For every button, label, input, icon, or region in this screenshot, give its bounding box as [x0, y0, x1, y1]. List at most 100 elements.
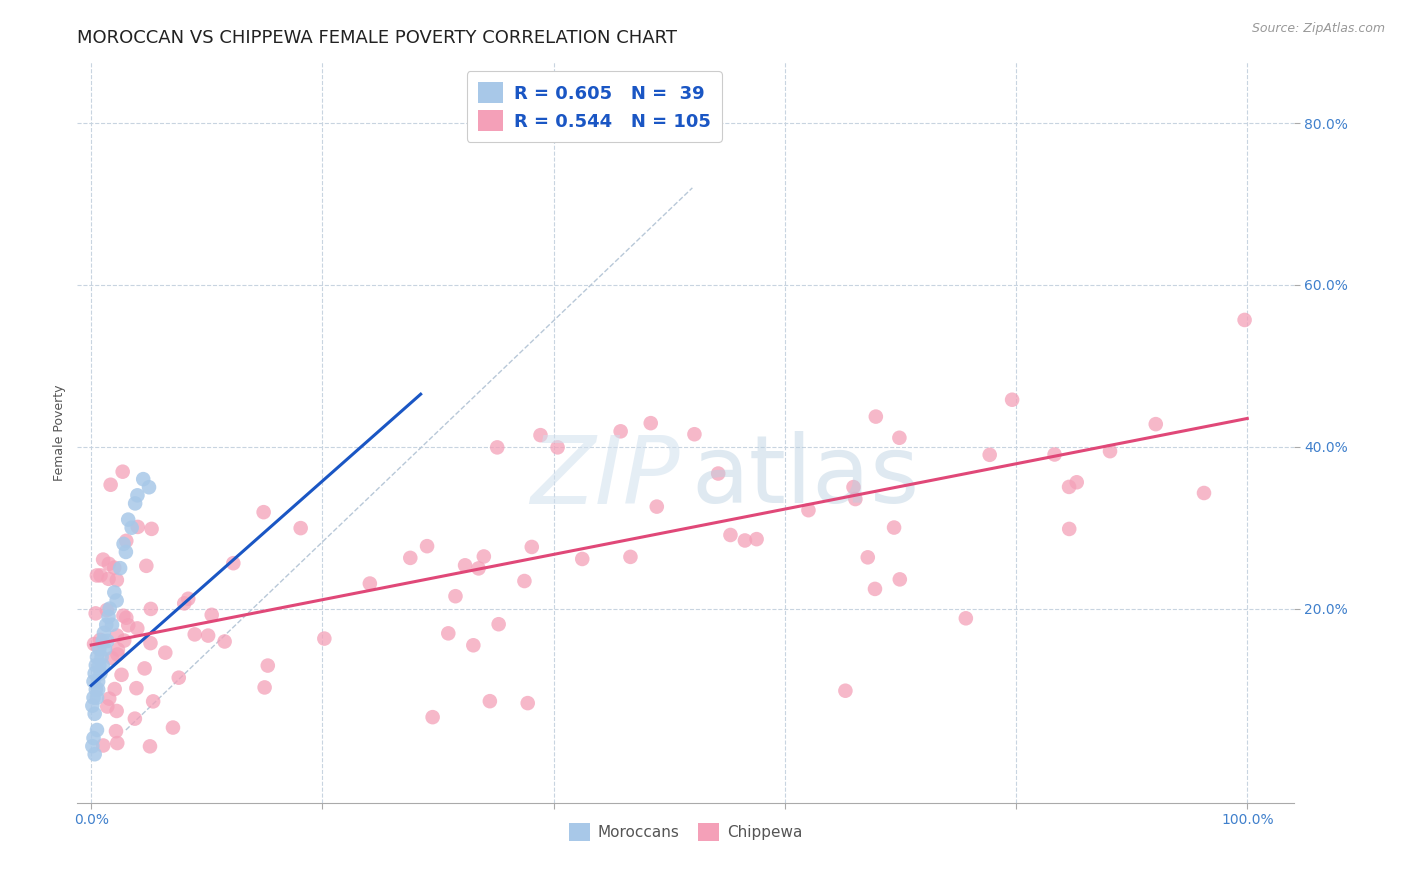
Point: [86, 568, 108, 582]
Point: [91, 739, 114, 753]
Point: [117, 513, 139, 527]
Point: [103, 585, 125, 599]
Point: [89, 658, 111, 673]
Point: [883, 520, 905, 534]
Point: [107, 642, 129, 657]
Point: [177, 591, 200, 606]
Point: [1001, 392, 1024, 407]
Point: [83, 731, 105, 745]
Point: [467, 561, 489, 575]
Point: [94, 642, 117, 657]
Point: [1043, 448, 1066, 462]
Point: [1192, 486, 1215, 500]
Point: [105, 593, 128, 607]
Point: [797, 503, 820, 517]
Point: [89, 666, 111, 681]
Point: [84, 658, 107, 673]
Point: [863, 582, 886, 596]
Point: [86, 723, 108, 737]
Point: [96, 634, 118, 648]
Point: [856, 550, 879, 565]
Point: [83, 666, 105, 681]
Point: [132, 472, 155, 486]
Point: [571, 552, 593, 566]
Y-axis label: Female Poverty: Female Poverty: [53, 384, 66, 481]
Point: [96, 617, 118, 632]
Point: [82, 739, 104, 754]
Point: [101, 617, 124, 632]
Point: [640, 416, 662, 430]
Point: [167, 671, 190, 685]
Point: [105, 704, 128, 718]
Point: [110, 668, 132, 682]
Point: [889, 573, 911, 587]
Point: [745, 532, 768, 546]
Point: [108, 561, 131, 575]
Point: [488, 617, 510, 632]
Point: [478, 694, 501, 708]
Point: [359, 576, 381, 591]
Point: [86, 650, 108, 665]
Text: atlas: atlas: [692, 431, 920, 523]
Point: [139, 602, 162, 616]
Point: [100, 477, 122, 491]
Point: [645, 500, 668, 514]
Point: [117, 618, 139, 632]
Point: [889, 431, 911, 445]
Point: [1057, 480, 1080, 494]
Point: [127, 520, 149, 534]
Point: [103, 560, 125, 574]
Point: [529, 428, 551, 442]
Point: [115, 533, 138, 548]
Point: [105, 573, 128, 587]
Point: [83, 637, 105, 651]
Point: [87, 674, 110, 689]
Point: [734, 533, 756, 548]
Point: [86, 690, 108, 705]
Point: [463, 638, 485, 652]
Text: ZIP: ZIP: [530, 432, 679, 523]
Point: [115, 611, 138, 625]
Point: [96, 699, 118, 714]
Point: [134, 661, 156, 675]
Point: [98, 601, 121, 615]
Point: [84, 682, 107, 697]
Point: [256, 658, 278, 673]
Point: [104, 681, 127, 696]
Point: [112, 537, 135, 551]
Point: [437, 626, 460, 640]
Point: [97, 572, 120, 586]
Point: [162, 721, 184, 735]
Point: [84, 607, 107, 621]
Point: [91, 634, 114, 648]
Point: [1233, 313, 1256, 327]
Point: [105, 736, 128, 750]
Point: [89, 632, 111, 647]
Point: [97, 557, 120, 571]
Text: MOROCCAN VS CHIPPEWA FEMALE POVERTY CORRELATION CHART: MOROCCAN VS CHIPPEWA FEMALE POVERTY CORR…: [77, 29, 678, 47]
Point: [125, 681, 148, 695]
Point: [516, 696, 538, 710]
Point: [83, 690, 105, 705]
Point: [513, 574, 536, 588]
Point: [472, 549, 495, 564]
Point: [90, 650, 112, 665]
Point: [101, 651, 124, 665]
Point: [844, 491, 866, 506]
Point: [93, 626, 115, 640]
Point: [834, 683, 856, 698]
Point: [139, 739, 162, 754]
Point: [547, 441, 569, 455]
Point: [1144, 417, 1167, 431]
Point: [1057, 522, 1080, 536]
Point: [865, 409, 887, 424]
Point: [83, 747, 105, 762]
Point: [683, 427, 706, 442]
Point: [98, 691, 121, 706]
Point: [83, 706, 105, 721]
Point: [91, 658, 114, 673]
Point: [416, 539, 439, 553]
Point: [1098, 444, 1121, 458]
Point: [486, 441, 509, 455]
Point: [127, 621, 149, 635]
